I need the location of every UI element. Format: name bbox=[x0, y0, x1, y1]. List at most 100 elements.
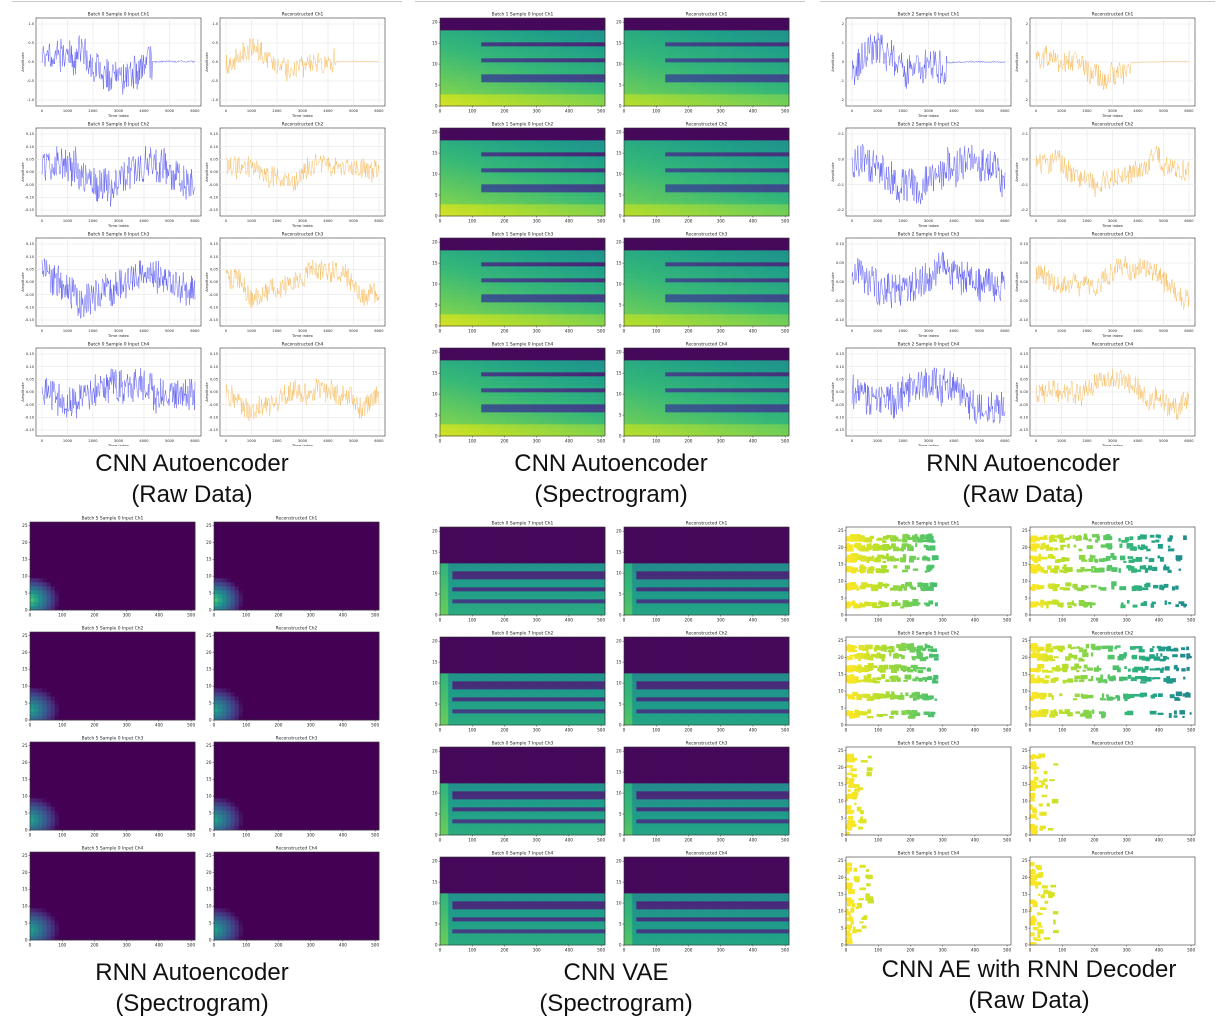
heatmap-cell bbox=[452, 152, 457, 157]
heatmap-cell bbox=[657, 70, 662, 75]
heatmap-cell bbox=[481, 184, 486, 189]
heatmap-cell bbox=[468, 290, 474, 295]
y-tick-label: 0.10 bbox=[26, 365, 35, 369]
heatmap-cell bbox=[580, 246, 585, 251]
heatmap-cell bbox=[547, 306, 552, 311]
heatmap-cell bbox=[497, 306, 503, 311]
heatmap-cell bbox=[576, 176, 581, 181]
heatmap-cell bbox=[489, 42, 494, 47]
heatmap-cell bbox=[547, 26, 552, 31]
heatmap-cell bbox=[456, 282, 461, 287]
heatmap-cell bbox=[760, 196, 765, 201]
heatmap-cell bbox=[624, 168, 629, 173]
heatmap-cell bbox=[539, 152, 544, 157]
heatmap-cell bbox=[681, 148, 687, 153]
heatmap-cell bbox=[547, 86, 552, 91]
y-tick-label: 10 bbox=[616, 62, 622, 67]
heatmap-cell bbox=[563, 172, 569, 177]
heatmap-cell bbox=[522, 180, 527, 185]
heatmap-cell bbox=[681, 180, 687, 185]
heatmap-cell bbox=[727, 94, 732, 99]
heatmap-cell bbox=[501, 30, 507, 35]
heatmap-cell bbox=[723, 132, 728, 137]
y-tick-label: 10 bbox=[432, 172, 438, 177]
heatmap-cell bbox=[534, 172, 540, 177]
heatmap-cell bbox=[648, 184, 654, 189]
heatmap-cell bbox=[640, 192, 645, 197]
heatmap-cell bbox=[632, 132, 637, 137]
heatmap-cell bbox=[681, 160, 687, 165]
heatmap-cell bbox=[440, 172, 445, 177]
heatmap-cell bbox=[661, 160, 666, 165]
heatmap-cell bbox=[448, 58, 453, 63]
heatmap-cell bbox=[473, 82, 478, 87]
heatmap-cell bbox=[776, 128, 782, 133]
heatmap-cell bbox=[572, 156, 577, 161]
heatmap-cell bbox=[522, 212, 527, 217]
heatmap-cell bbox=[547, 38, 552, 43]
heatmap-cell bbox=[588, 38, 593, 43]
heatmap-cell bbox=[452, 242, 457, 247]
heatmap-cell bbox=[510, 204, 515, 209]
heatmap-cell bbox=[456, 30, 461, 35]
heatmap-cell bbox=[551, 266, 556, 271]
heatmap-cell bbox=[522, 282, 527, 287]
heatmap-cell bbox=[661, 82, 666, 87]
heatmap-cell bbox=[563, 258, 569, 263]
x-tick-label: 3000 bbox=[114, 439, 124, 443]
heatmap-cell bbox=[648, 270, 654, 275]
heatmap-cell bbox=[563, 180, 569, 185]
heatmap-cell bbox=[493, 298, 499, 303]
heatmap-cell bbox=[640, 238, 645, 243]
heatmap-cell bbox=[477, 82, 482, 87]
heatmap-cell bbox=[444, 132, 449, 137]
heatmap-cell bbox=[547, 90, 552, 95]
heatmap-cell bbox=[751, 82, 757, 87]
heatmap-cell bbox=[464, 90, 470, 95]
heatmap-cell bbox=[636, 246, 641, 251]
heatmap-cell bbox=[514, 82, 519, 87]
heatmap-cell bbox=[624, 184, 629, 189]
heatmap-cell bbox=[764, 30, 769, 35]
heatmap-cell bbox=[723, 160, 728, 165]
heatmap-cell bbox=[506, 82, 511, 87]
heatmap-cell bbox=[694, 196, 699, 201]
heatmap-cell bbox=[677, 184, 683, 189]
heatmap-cell bbox=[632, 192, 637, 197]
heatmap-cell bbox=[718, 78, 724, 83]
heatmap-cell bbox=[640, 310, 645, 315]
heatmap-cell bbox=[530, 98, 536, 103]
heatmap-cell bbox=[460, 306, 466, 311]
heatmap-cell bbox=[690, 78, 695, 83]
x-tick-label: 2000 bbox=[272, 109, 282, 113]
heatmap-cell bbox=[497, 302, 503, 307]
heatmap-cell bbox=[760, 86, 765, 91]
heatmap-cell bbox=[448, 136, 453, 141]
heatmap-cell bbox=[559, 164, 565, 169]
heatmap-cell bbox=[547, 262, 552, 267]
heatmap-cell bbox=[473, 318, 478, 323]
heatmap-cell bbox=[510, 128, 515, 133]
heatmap-cell bbox=[493, 294, 499, 299]
heatmap-cell bbox=[657, 238, 662, 243]
heatmap-cell bbox=[731, 26, 736, 31]
heatmap-cell bbox=[661, 128, 666, 133]
heatmap-cell bbox=[551, 212, 556, 217]
heatmap-cell bbox=[652, 82, 658, 87]
heatmap-cell bbox=[514, 246, 519, 251]
heatmap-cell bbox=[580, 46, 585, 51]
heatmap-cell bbox=[576, 18, 581, 23]
heatmap-cell bbox=[657, 156, 662, 161]
heatmap-cell bbox=[456, 200, 461, 205]
heatmap-cell bbox=[481, 102, 486, 107]
heatmap-cell bbox=[580, 306, 585, 311]
heatmap-cell bbox=[628, 54, 633, 59]
heatmap-cell bbox=[665, 46, 670, 51]
heatmap-cell bbox=[636, 58, 641, 63]
heatmap-cell bbox=[747, 82, 753, 87]
heatmap-cell bbox=[510, 54, 515, 59]
heatmap-cell bbox=[489, 258, 494, 263]
heatmap-cell bbox=[501, 200, 507, 205]
heatmap-cell bbox=[731, 30, 736, 35]
heatmap-cell bbox=[776, 180, 782, 185]
